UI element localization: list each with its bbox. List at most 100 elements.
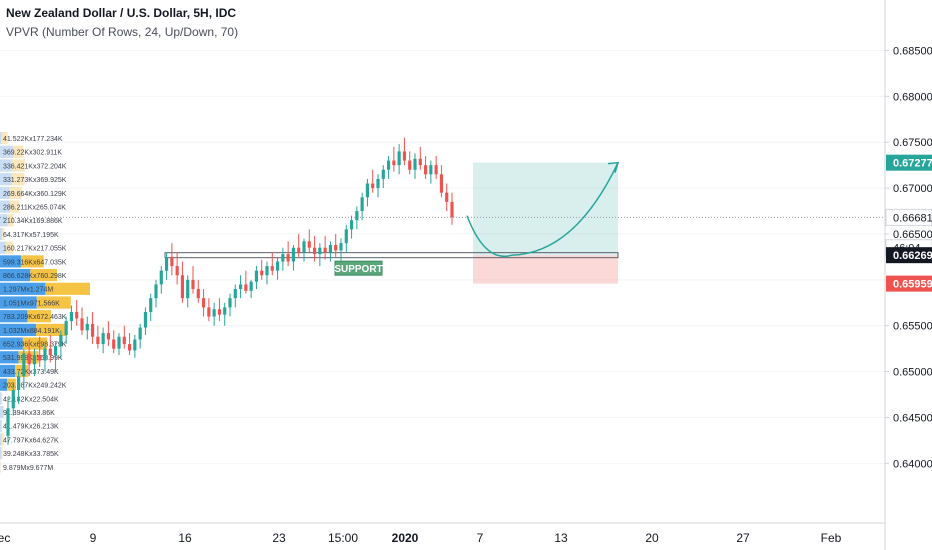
- x-tick-label: 2020: [392, 531, 419, 545]
- candle-body: [392, 160, 396, 166]
- vp-label: 652.936Kx698.379K: [3, 342, 67, 349]
- candle-body: [143, 311, 148, 328]
- candle-body: [191, 279, 195, 290]
- candle-body: [90, 323, 95, 337]
- candle-body: [423, 165, 428, 175]
- candle-body: [365, 183, 370, 198]
- candle-body: [297, 247, 301, 253]
- vp-down-bar: [1, 447, 3, 460]
- vp-label: 369.22Kx302.911K: [3, 150, 62, 157]
- vp-down-bar: [1, 419, 3, 432]
- vp-up-bar: [0, 227, 3, 241]
- vp-label: 91.394Kx33.86K: [3, 410, 55, 417]
- candle-body: [207, 307, 211, 317]
- vp-up-bar: [0, 323, 37, 336]
- vp-down-bar: [30, 269, 57, 282]
- vp-up-bar: [0, 186, 10, 199]
- candle-body: [6, 408, 10, 436]
- x-tick-label: 27: [736, 531, 750, 545]
- vp-up-bar: [0, 241, 6, 254]
- candle-body: [349, 220, 354, 230]
- vp-up-bar: [0, 296, 37, 309]
- vp-label: 47.797Kx64.627K: [3, 437, 59, 444]
- vp-label: 433.72Kx373.49K: [3, 369, 59, 376]
- vp-up-bar: [0, 419, 2, 432]
- vp-up-bar: [0, 310, 28, 323]
- candle-body: [318, 247, 322, 255]
- vp-down-bar: [9, 186, 23, 199]
- vp-down-bar: [20, 255, 44, 268]
- candle-body: [355, 211, 359, 221]
- y-tick-label: 0.64500: [893, 412, 932, 424]
- vp-down-bar: [11, 159, 25, 172]
- vp-up-bar: [0, 282, 46, 295]
- x-tick-label: 9: [90, 531, 97, 545]
- candle-body: [249, 281, 253, 291]
- vp-up-bar: [0, 159, 12, 172]
- y-tick-label: 0.65500: [893, 321, 932, 333]
- price-badge: [886, 154, 932, 171]
- y-tick-label: 0.68500: [893, 45, 932, 57]
- candle-body: [376, 178, 380, 189]
- candle-body: [302, 241, 306, 253]
- candle-body: [127, 344, 132, 351]
- candle-body: [22, 353, 26, 377]
- vp-label: 1.297Mx1.274M: [3, 287, 53, 294]
- candle-body: [223, 307, 227, 315]
- candle-body: [265, 266, 269, 276]
- vp-label: 39.248Kx33.785K: [3, 451, 59, 458]
- vp-down-bar: [1, 392, 3, 405]
- vp-up-bar: [0, 337, 23, 350]
- candle-body: [38, 355, 42, 361]
- price-badge-label: 0.66681: [893, 212, 932, 224]
- candle-body: [339, 243, 343, 251]
- candle-body: [228, 298, 232, 308]
- candle-body: [101, 333, 105, 345]
- vp-label: 9.879Mx9.677M: [3, 465, 53, 472]
- vp-up-bar: [0, 255, 21, 268]
- support-label-box: [334, 260, 383, 276]
- candle-body: [75, 311, 79, 319]
- candle-body: [48, 348, 52, 356]
- vp-down-bar: [11, 173, 25, 186]
- candle-body: [233, 289, 237, 299]
- x-tick-label: 20: [645, 531, 659, 545]
- vp-up-bar: [0, 406, 4, 419]
- vp-label: 1.032Mx884.191K: [3, 328, 60, 335]
- candle-body: [27, 353, 31, 365]
- vp-label: 866.628Kx760.298K: [3, 273, 67, 280]
- projection-curve: [466, 162, 619, 258]
- price-badge: [886, 275, 932, 292]
- y-tick-label: 0.65000: [893, 367, 932, 379]
- candle-body: [175, 266, 179, 276]
- vp-label: 331.273Kx369.925K: [3, 177, 67, 184]
- candle-body: [445, 192, 449, 202]
- candle-body: [112, 339, 116, 349]
- vp-up-bar: [0, 378, 8, 391]
- vp-label: 783.209Kx672.463K: [3, 314, 67, 321]
- candle-body: [154, 284, 158, 299]
- candle-body: [122, 336, 126, 345]
- candle-body: [133, 339, 137, 351]
- candle-body: [275, 261, 280, 271]
- candle-body: [381, 169, 385, 179]
- price-badge-label: 0.65959: [893, 279, 932, 291]
- candle-body: [244, 284, 248, 291]
- candle-body: [64, 321, 68, 335]
- y-tick-label: 0.68000: [893, 91, 932, 103]
- vp-down-bar: [1, 132, 8, 145]
- vp-label: 41.479Kx26.213K: [3, 424, 59, 431]
- x-tick-label: 16: [178, 531, 192, 545]
- vp-down-bar: [36, 323, 68, 336]
- price-badge-label: 0.66269: [893, 250, 932, 262]
- candle-body: [217, 309, 222, 315]
- vp-down-bar: [2, 227, 5, 241]
- y-tick-label: 0.67000: [893, 183, 932, 195]
- vp-up-bar: [0, 392, 2, 405]
- candle-body: [386, 160, 391, 170]
- candle-body: [413, 158, 417, 170]
- vp-up-bar: [0, 214, 8, 227]
- vp-down-bar: [45, 282, 90, 295]
- candle-body: [286, 254, 290, 262]
